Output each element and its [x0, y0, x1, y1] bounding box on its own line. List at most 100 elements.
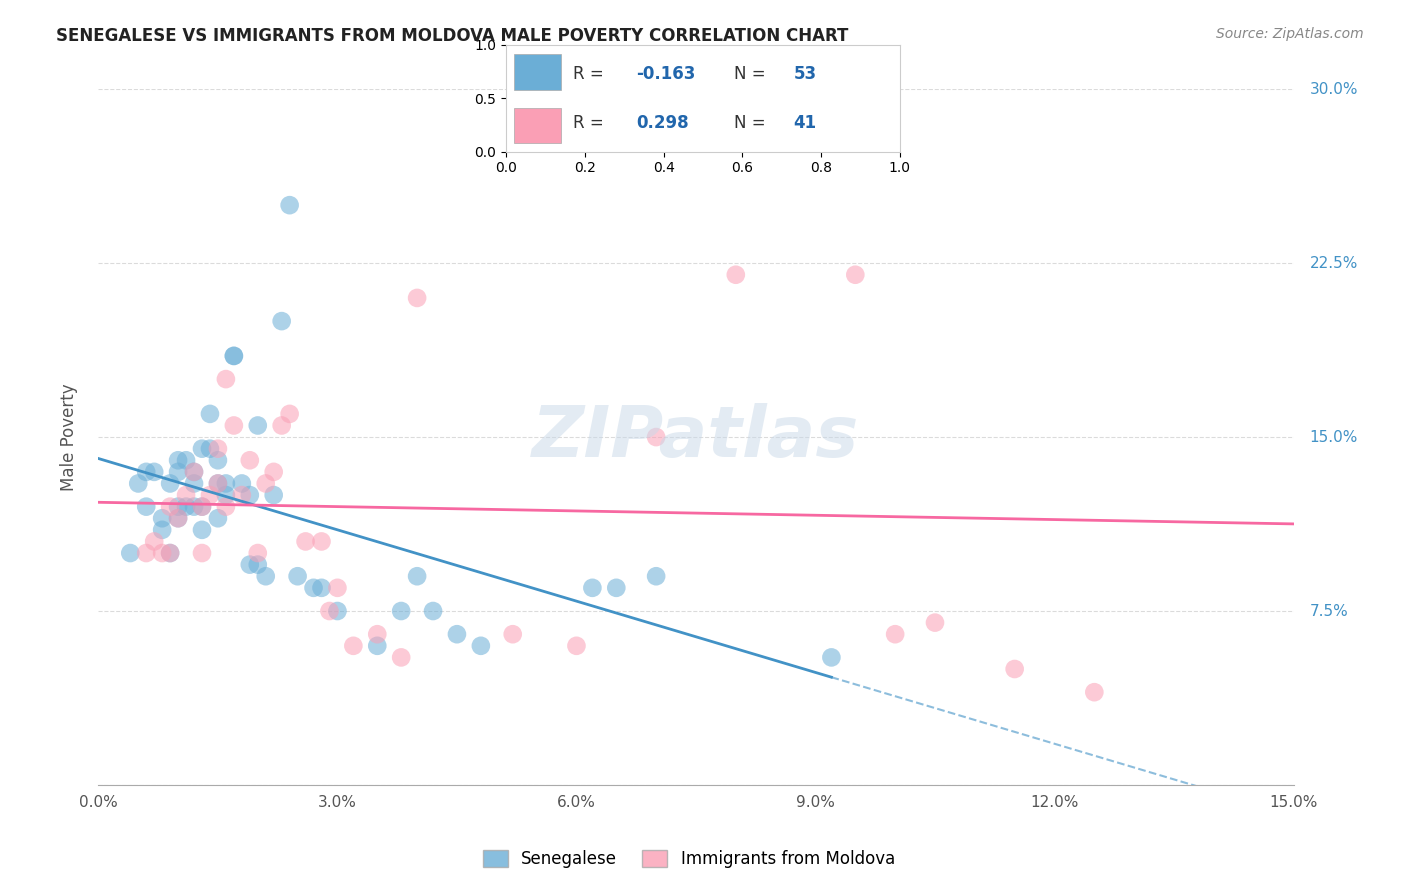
Point	[263, 488, 285, 502]
Point	[270, 418, 292, 433]
Point	[191, 546, 214, 560]
Point	[167, 511, 190, 525]
Point	[278, 407, 301, 421]
Point	[246, 546, 269, 560]
Point	[605, 581, 627, 595]
Point	[406, 569, 429, 583]
Point	[207, 453, 229, 467]
Point	[159, 546, 181, 560]
Point	[406, 291, 429, 305]
Point	[207, 511, 229, 525]
Point	[191, 442, 214, 456]
Point	[311, 581, 333, 595]
Point	[198, 488, 221, 502]
Text: SENEGALESE VS IMMIGRANTS FROM MOLDOVA MALE POVERTY CORRELATION CHART: SENEGALESE VS IMMIGRANTS FROM MOLDOVA MA…	[56, 27, 849, 45]
Point	[924, 615, 946, 630]
Point	[1083, 685, 1105, 699]
Point	[239, 488, 262, 502]
Point	[366, 627, 388, 641]
Point	[207, 476, 229, 491]
Point	[135, 465, 157, 479]
Point	[820, 650, 842, 665]
Point	[135, 546, 157, 560]
Point	[215, 500, 238, 514]
Point	[263, 465, 285, 479]
Point	[231, 476, 253, 491]
Point	[191, 500, 214, 514]
Point	[389, 604, 412, 618]
Point	[198, 442, 221, 456]
Point	[127, 476, 149, 491]
Point	[207, 442, 229, 456]
Point	[215, 372, 238, 386]
Point	[231, 488, 253, 502]
Point	[581, 581, 603, 595]
Point	[765, 105, 787, 120]
Point	[207, 476, 229, 491]
Text: 15.0%: 15.0%	[1309, 430, 1358, 444]
Point	[167, 453, 190, 467]
Point	[294, 534, 316, 549]
Point	[389, 650, 412, 665]
Point	[174, 453, 197, 467]
Point	[326, 604, 349, 618]
Point	[318, 604, 340, 618]
Point	[135, 500, 157, 514]
Point	[159, 500, 181, 514]
FancyBboxPatch shape	[515, 108, 561, 143]
Text: N =: N =	[734, 114, 772, 132]
Text: 0.298: 0.298	[636, 114, 689, 132]
Point	[342, 639, 364, 653]
Point	[222, 349, 245, 363]
Point	[167, 511, 190, 525]
Point	[246, 418, 269, 433]
Point	[183, 500, 205, 514]
Point	[215, 488, 238, 502]
Text: 53: 53	[793, 64, 817, 82]
Text: R =: R =	[574, 114, 609, 132]
Y-axis label: Male Poverty: Male Poverty	[59, 384, 77, 491]
Point	[120, 546, 142, 560]
Point	[174, 488, 197, 502]
Point	[502, 627, 524, 641]
Point	[167, 465, 190, 479]
Point	[143, 534, 166, 549]
Point	[159, 476, 181, 491]
Point	[287, 569, 309, 583]
Point	[222, 418, 245, 433]
Point	[215, 476, 238, 491]
Point	[222, 349, 245, 363]
Point	[366, 639, 388, 653]
Point	[183, 465, 205, 479]
Text: R =: R =	[574, 64, 609, 82]
Point	[278, 198, 301, 212]
Point	[174, 500, 197, 514]
Point	[150, 511, 173, 525]
Point	[167, 500, 190, 514]
Point	[302, 581, 325, 595]
Point	[246, 558, 269, 572]
Point	[198, 407, 221, 421]
Text: -0.163: -0.163	[636, 64, 696, 82]
Point	[143, 465, 166, 479]
Point	[270, 314, 292, 328]
FancyBboxPatch shape	[515, 54, 561, 89]
Point	[565, 639, 588, 653]
Point	[645, 430, 668, 444]
Text: Source: ZipAtlas.com: Source: ZipAtlas.com	[1216, 27, 1364, 41]
Point	[446, 627, 468, 641]
Point	[326, 581, 349, 595]
Point	[191, 500, 214, 514]
Point	[150, 523, 173, 537]
Point	[645, 569, 668, 583]
Point	[183, 476, 205, 491]
Text: ZIPatlas: ZIPatlas	[533, 402, 859, 472]
Point	[470, 639, 492, 653]
Point	[311, 534, 333, 549]
Point	[1004, 662, 1026, 676]
Text: N =: N =	[734, 64, 772, 82]
Text: 30.0%: 30.0%	[1309, 82, 1358, 96]
Point	[254, 569, 277, 583]
Point	[239, 453, 262, 467]
Text: 7.5%: 7.5%	[1309, 604, 1348, 618]
